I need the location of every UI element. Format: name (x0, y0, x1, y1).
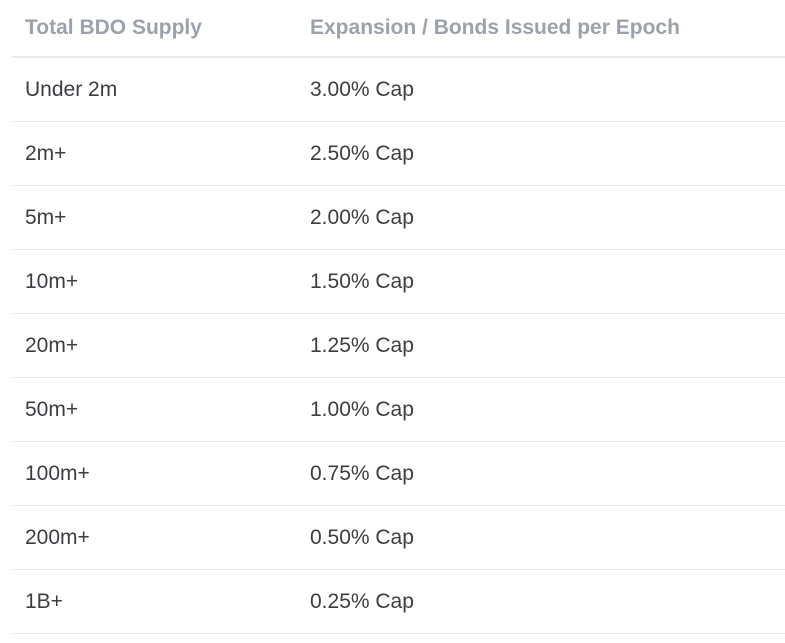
table-cell: 50m+ (12, 377, 297, 442)
table-cell: 0.75% Cap (297, 441, 785, 506)
table-row: 2m+ 2.50% Cap (12, 121, 785, 186)
table-cell: 200m+ (12, 505, 297, 570)
table-cell: 0.25% Cap (297, 569, 785, 634)
column-header: Total BDO Supply (12, 0, 297, 58)
table-row: Under 2m 3.00% Cap (12, 57, 785, 122)
column-header: Expansion / Bonds Issued per Epoch (297, 0, 785, 58)
table-cell: 2.50% Cap (297, 121, 785, 186)
table-cell: 1.25% Cap (297, 313, 785, 378)
table-cell: 5m+ (12, 185, 297, 250)
table-row: 5m+ 2.00% Cap (12, 185, 785, 250)
table-head: Total BDO Supply Expansion / Bonds Issued… (12, 0, 785, 58)
table-cell: Under 2m (12, 57, 297, 122)
table-cell: 20m+ (12, 313, 297, 378)
table-row: 200m+ 0.50% Cap (12, 505, 785, 570)
header-row: Total BDO Supply Expansion / Bonds Issued… (12, 0, 785, 58)
table-row: 50m+ 1.00% Cap (12, 377, 785, 442)
table-row: 20m+ 1.25% Cap (12, 313, 785, 378)
table-cell: 10m+ (12, 249, 297, 314)
table-cell: 1.50% Cap (297, 249, 785, 314)
table-cell: 100m+ (12, 441, 297, 506)
supply-table: Total BDO Supply Expansion / Bonds Issued… (12, 0, 785, 634)
table-cell: 2.00% Cap (297, 185, 785, 250)
table-row: 1B+ 0.25% Cap (12, 569, 785, 634)
table-row: 10m+ 1.50% Cap (12, 249, 785, 314)
table-row: 100m+ 0.75% Cap (12, 441, 785, 506)
table-cell: 3.00% Cap (297, 57, 785, 122)
table-cell: 0.50% Cap (297, 505, 785, 570)
table-cell: 1B+ (12, 569, 297, 634)
table-cell: 1.00% Cap (297, 377, 785, 442)
table-body: Under 2m 3.00% Cap 2m+ 2.50% Cap 5m+ 2.00% Ca… (12, 57, 785, 634)
table-cell: 2m+ (12, 121, 297, 186)
